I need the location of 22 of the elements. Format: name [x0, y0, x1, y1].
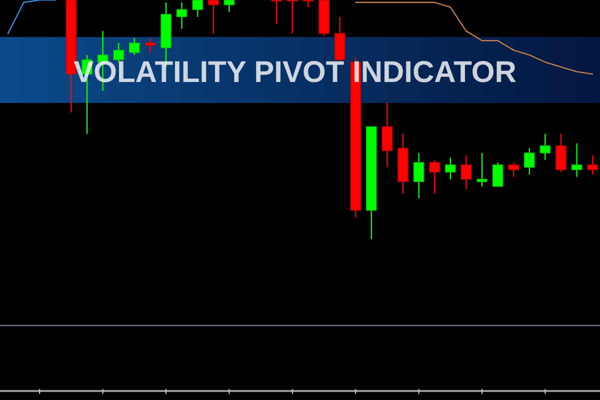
- candlestick: [176, 2, 188, 30]
- candlestick: [540, 133, 551, 161]
- candlestick: [445, 157, 456, 180]
- candlestick: [302, 0, 314, 8]
- candlestick: [271, 0, 282, 24]
- candlestick: [287, 0, 298, 34]
- candlestick: [571, 142, 582, 178]
- candlestick: [192, 0, 203, 18]
- candlestick: [587, 154, 598, 176]
- candlestick: [476, 152, 488, 188]
- candlestick: [524, 148, 535, 176]
- candlestick: [208, 0, 219, 34]
- candlestick: [508, 162, 519, 178]
- candlestick: [144, 38, 156, 54]
- candlestick: [224, 0, 235, 13]
- candlestick: [413, 152, 424, 199]
- candlestick: [556, 133, 566, 173]
- candlestick: [492, 162, 504, 188]
- candlestick: [382, 102, 393, 168]
- candlestick: [429, 160, 440, 194]
- candlestick: [129, 38, 140, 56]
- candlestick: [460, 154, 472, 190]
